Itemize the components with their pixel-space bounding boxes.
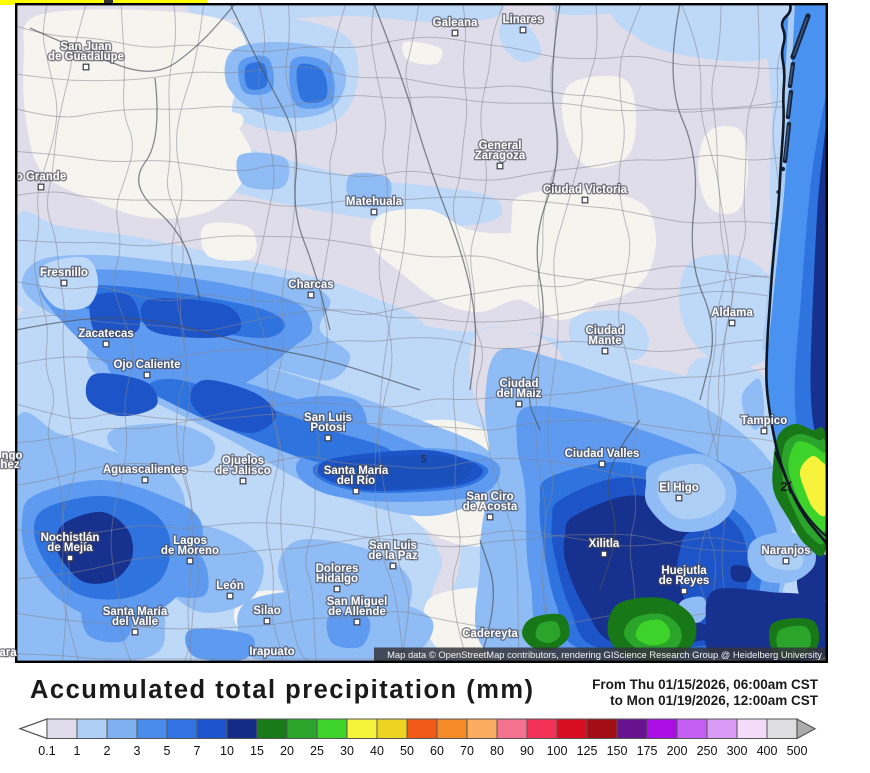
svg-text:175: 175 bbox=[637, 744, 658, 758]
svg-text:From Thu 01/15/2026, 06:00am C: From Thu 01/15/2026, 06:00am CST bbox=[592, 677, 819, 692]
svg-text:Fresnillo: Fresnillo bbox=[40, 267, 88, 279]
svg-text:Accumulated total precipitatio: Accumulated total precipitation (mm) bbox=[30, 676, 535, 704]
svg-text:200: 200 bbox=[667, 744, 688, 758]
svg-text:Charcas: Charcas bbox=[288, 279, 333, 291]
svg-text:Lagos: Lagos bbox=[173, 535, 207, 547]
svg-text:Mante: Mante bbox=[588, 335, 621, 347]
svg-text:San Ciro: San Ciro bbox=[466, 491, 513, 503]
svg-text:30: 30 bbox=[340, 744, 354, 758]
svg-text:Ciudad: Ciudad bbox=[586, 325, 625, 337]
svg-text:Irapuato: Irapuato bbox=[249, 646, 294, 658]
svg-text:2(: 2( bbox=[780, 479, 792, 494]
svg-text:0.1: 0.1 bbox=[38, 744, 55, 758]
svg-text:40: 40 bbox=[370, 744, 384, 758]
svg-text:Aldama: Aldama bbox=[711, 307, 753, 319]
svg-text:Ojo Caliente: Ojo Caliente bbox=[113, 359, 180, 371]
svg-text:Aguascalientes: Aguascalientes bbox=[103, 464, 187, 476]
svg-text:70: 70 bbox=[460, 744, 474, 758]
svg-text:20: 20 bbox=[280, 744, 294, 758]
svg-text:100: 100 bbox=[547, 744, 568, 758]
svg-text:Matehuala: Matehuala bbox=[346, 196, 403, 208]
svg-text:ngo: ngo bbox=[1, 450, 22, 462]
svg-text:300: 300 bbox=[727, 744, 748, 758]
svg-text:El Higo: El Higo bbox=[659, 482, 699, 494]
svg-text:Hidalgo: Hidalgo bbox=[316, 573, 358, 585]
svg-text:Ciudad Valles: Ciudad Valles bbox=[565, 448, 640, 460]
svg-text:Cadereyta: Cadereyta bbox=[462, 628, 518, 640]
svg-text:150: 150 bbox=[607, 744, 628, 758]
svg-text:90: 90 bbox=[520, 744, 534, 758]
svg-text:Zaragoza: Zaragoza bbox=[475, 150, 526, 162]
svg-text:Huejutla: Huejutla bbox=[661, 565, 707, 577]
svg-text:León: León bbox=[216, 580, 243, 592]
svg-text:Tampico: Tampico bbox=[741, 415, 787, 427]
svg-text:50: 50 bbox=[400, 744, 414, 758]
svg-text:ara: ara bbox=[0, 647, 17, 659]
svg-text:Nochistlán: Nochistlán bbox=[41, 532, 100, 544]
svg-text:500: 500 bbox=[787, 744, 808, 758]
svg-text:80: 80 bbox=[490, 744, 504, 758]
svg-text:Santa María: Santa María bbox=[324, 465, 389, 477]
svg-text:del Valle: del Valle bbox=[112, 616, 158, 628]
svg-text:Xilitla: Xilitla bbox=[589, 538, 620, 550]
svg-text:del Maiz: del Maiz bbox=[497, 388, 542, 400]
svg-text:2: 2 bbox=[104, 744, 111, 758]
svg-text:de Mejía: de Mejía bbox=[47, 542, 93, 554]
svg-text:5: 5 bbox=[164, 744, 171, 758]
svg-text:Potosí: Potosí bbox=[310, 422, 346, 434]
svg-text:San Juan: San Juan bbox=[60, 41, 111, 53]
svg-text:hez: hez bbox=[0, 459, 19, 471]
svg-text:de Reyes: de Reyes bbox=[659, 575, 710, 587]
svg-text:San Luis: San Luis bbox=[304, 412, 352, 424]
svg-text:Dolores: Dolores bbox=[316, 563, 359, 575]
svg-text:to Mon 01/19/2026, 12:00am CST: to Mon 01/19/2026, 12:00am CST bbox=[610, 693, 819, 708]
svg-text:o Grande: o Grande bbox=[16, 171, 66, 183]
svg-text:1: 1 bbox=[74, 744, 81, 758]
svg-text:60: 60 bbox=[430, 744, 444, 758]
svg-text:25: 25 bbox=[310, 744, 324, 758]
svg-text:Ciudad: Ciudad bbox=[500, 378, 539, 390]
svg-text:de Allende: de Allende bbox=[328, 606, 386, 618]
svg-text:de la Paz: de la Paz bbox=[368, 550, 417, 562]
svg-text:Ciudad Victoria: Ciudad Victoria bbox=[543, 184, 628, 196]
svg-text:250: 250 bbox=[697, 744, 718, 758]
svg-text:Map data © OpenStreetMap contr: Map data © OpenStreetMap contributors, r… bbox=[387, 649, 822, 660]
svg-text:Galeana: Galeana bbox=[433, 17, 478, 29]
svg-text:10: 10 bbox=[220, 744, 234, 758]
svg-text:125: 125 bbox=[577, 744, 598, 758]
svg-text:Santa María: Santa María bbox=[103, 606, 168, 618]
svg-text:5: 5 bbox=[421, 454, 427, 465]
svg-text:Silao: Silao bbox=[253, 605, 280, 617]
svg-text:del Río: del Río bbox=[337, 475, 375, 487]
svg-text:de Guadalupe: de Guadalupe bbox=[48, 51, 124, 63]
svg-text:Ojuelos: Ojuelos bbox=[222, 455, 264, 467]
svg-text:3: 3 bbox=[134, 744, 141, 758]
svg-text:Zacatecas: Zacatecas bbox=[78, 328, 134, 340]
svg-text:de Jalisco: de Jalisco bbox=[215, 465, 271, 477]
svg-text:de Moreno: de Moreno bbox=[161, 545, 219, 557]
svg-text:San Luis: San Luis bbox=[369, 540, 417, 552]
svg-text:Naranjos: Naranjos bbox=[761, 545, 810, 557]
svg-text:San Miguel: San Miguel bbox=[327, 596, 388, 608]
svg-text:de Acosta: de Acosta bbox=[463, 501, 518, 513]
svg-text:15: 15 bbox=[250, 744, 264, 758]
svg-text:7: 7 bbox=[194, 744, 201, 758]
svg-text:General: General bbox=[479, 140, 522, 152]
svg-text:400: 400 bbox=[757, 744, 778, 758]
svg-text:Linares: Linares bbox=[503, 14, 544, 26]
